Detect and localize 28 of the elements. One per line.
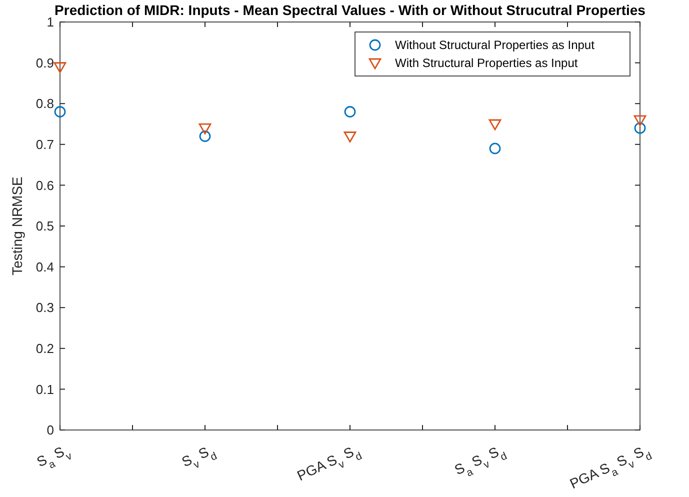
- y-tick-label: 0.2: [36, 340, 54, 356]
- point: [344, 132, 356, 142]
- y-tick-label: 0.1: [36, 382, 54, 397]
- x-tick-label: S$_{a}$ S$_{v}$: [34, 443, 75, 472]
- y-tick-label: 0.7: [36, 136, 54, 152]
- point: [344, 106, 356, 118]
- y-tick-label: 0.9: [36, 55, 54, 70]
- point: [199, 130, 211, 142]
- y-axis-title: Testing NRMSE: [9, 176, 25, 276]
- y-tick-label: 0: [46, 422, 54, 438]
- y-tick-label: 0.6: [36, 178, 54, 193]
- y-tick-label: 0.3: [36, 300, 54, 316]
- point: [54, 106, 66, 118]
- y-tick-label: 0.5: [36, 218, 54, 234]
- point: [634, 122, 646, 134]
- point: [488, 119, 502, 130]
- point: [634, 115, 646, 126]
- legend-label: Without Structural Properties as Input: [395, 38, 596, 52]
- chart-title: Prediction of MIDR: Inputs - Mean Spectral Values - With or Without Strucutral Properties: [54, 2, 646, 18]
- y-tick-label: 0.8: [36, 96, 54, 112]
- point: [198, 123, 212, 134]
- x-tick-label: S$_{v}$ S$_{d}$: [179, 444, 220, 472]
- y-tick-label: 1: [46, 14, 54, 30]
- x-tick-label: S$_{a}$ S$_{v}$ S$_{d}$: [452, 444, 510, 480]
- point: [54, 62, 66, 74]
- y-tick-label: 0.4: [36, 259, 54, 274]
- point: [489, 142, 501, 154]
- legend-label: With Structural Properties as Input: [395, 56, 578, 70]
